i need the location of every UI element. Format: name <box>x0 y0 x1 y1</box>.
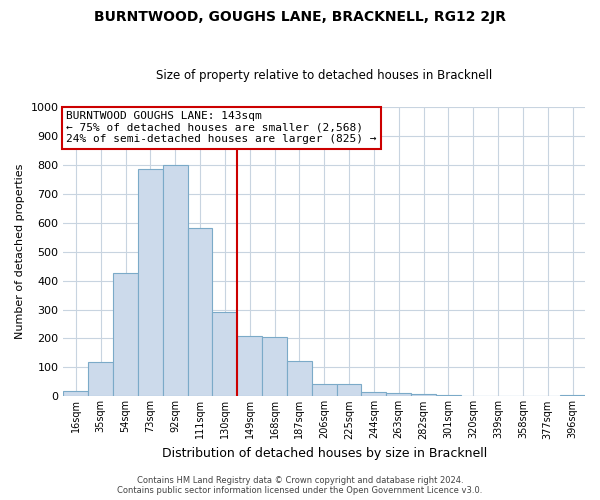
Bar <box>337 384 361 396</box>
Bar <box>361 392 386 396</box>
Bar <box>188 228 212 396</box>
Text: BURNTWOOD GOUGHS LANE: 143sqm
← 75% of detached houses are smaller (2,568)
24% o: BURNTWOOD GOUGHS LANE: 143sqm ← 75% of d… <box>66 111 377 144</box>
Bar <box>163 164 188 396</box>
Bar <box>287 361 312 396</box>
Bar <box>237 336 262 396</box>
Bar <box>560 395 585 396</box>
Text: BURNTWOOD, GOUGHS LANE, BRACKNELL, RG12 2JR: BURNTWOOD, GOUGHS LANE, BRACKNELL, RG12 … <box>94 10 506 24</box>
Y-axis label: Number of detached properties: Number of detached properties <box>15 164 25 340</box>
Bar <box>262 337 287 396</box>
Bar <box>64 390 88 396</box>
Bar <box>88 362 113 396</box>
X-axis label: Distribution of detached houses by size in Bracknell: Distribution of detached houses by size … <box>161 447 487 460</box>
Bar <box>138 169 163 396</box>
Text: Contains HM Land Registry data © Crown copyright and database right 2024.
Contai: Contains HM Land Registry data © Crown c… <box>118 476 482 495</box>
Bar <box>436 395 461 396</box>
Title: Size of property relative to detached houses in Bracknell: Size of property relative to detached ho… <box>156 69 493 82</box>
Bar <box>386 394 411 396</box>
Bar <box>312 384 337 396</box>
Bar <box>212 312 237 396</box>
Bar <box>411 394 436 396</box>
Bar <box>113 274 138 396</box>
